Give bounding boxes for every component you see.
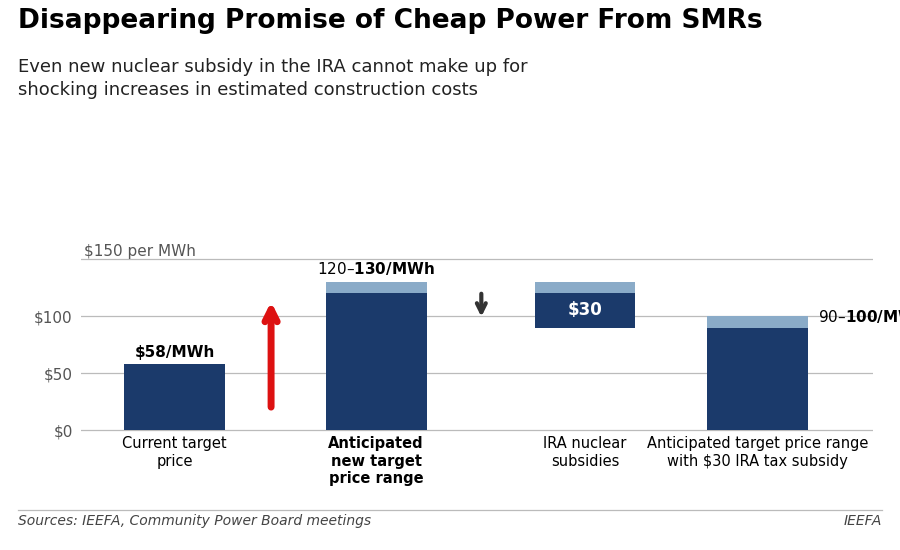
Text: $150 per MWh: $150 per MWh [84,244,196,259]
Text: Current target
price: Current target price [122,436,227,469]
Bar [535,293,635,328]
Text: Anticipated target price range
with $30 IRA tax subsidy: Anticipated target price range with $30 … [647,436,868,469]
Text: Sources: IEEFA, Community Power Board meetings: Sources: IEEFA, Community Power Board me… [18,514,371,528]
Text: Even new nuclear subsidy in the IRA cannot make up for
shocking increases in est: Even new nuclear subsidy in the IRA cann… [18,58,527,100]
Text: $90–$100/MWh: $90–$100/MWh [818,307,900,324]
Text: Disappearing Promise of Cheap Power From SMRs: Disappearing Promise of Cheap Power From… [18,8,762,34]
Bar [124,364,225,431]
Text: $30: $30 [568,301,602,320]
Text: IEEFA: IEEFA [843,514,882,528]
Text: $58/MWh: $58/MWh [134,344,215,360]
Text: IRA nuclear
subsidies: IRA nuclear subsidies [544,436,626,469]
Bar [326,282,427,293]
Text: $120–$130/MWh: $120–$130/MWh [318,260,435,277]
Bar [707,316,808,328]
Bar [326,293,427,431]
Text: Anticipated
new target
price range: Anticipated new target price range [328,436,424,486]
Bar [707,328,808,431]
Bar [535,282,635,293]
